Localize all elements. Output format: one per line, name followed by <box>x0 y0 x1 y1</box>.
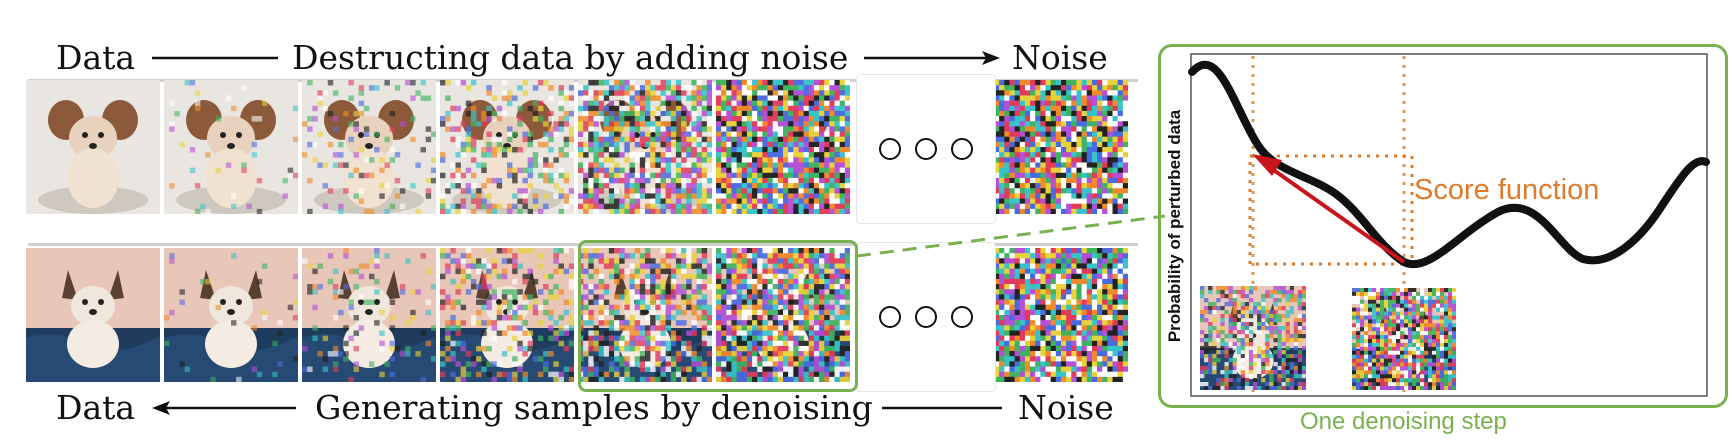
top-left-connector <box>152 56 278 60</box>
ellipsis-dot <box>951 306 973 328</box>
ellipsis-dot <box>879 306 901 328</box>
bottom-left-arrow <box>152 401 296 415</box>
top-noise-label: Noise <box>1012 38 1108 77</box>
bottom-row-frame-7 <box>994 248 1128 382</box>
top-data-label: Data <box>56 38 136 77</box>
bottom-noise-label: Noise <box>1018 388 1114 427</box>
zoom-panel <box>1158 44 1728 408</box>
top-row-frame-5 <box>578 80 712 214</box>
bottom-row-title: Generating samples by denoising <box>315 388 873 427</box>
plot-frame <box>1190 53 1708 397</box>
top-row-frame-1 <box>26 80 160 214</box>
bottom-ellipsis <box>856 242 996 392</box>
y-axis-label: Probability of perturbed data <box>1165 109 1184 343</box>
bottom-data-label: Data <box>56 388 136 427</box>
top-row-frame-7 <box>994 80 1128 214</box>
ellipsis-dot <box>879 138 901 160</box>
ellipsis-dot <box>951 138 973 160</box>
top-row-frame-4 <box>440 80 574 214</box>
zoom-caption: One denoising step <box>1300 408 1507 435</box>
score-region-box <box>1248 154 1414 266</box>
zoom-connector <box>856 214 1166 258</box>
bottom-row-frame-6 <box>716 248 850 382</box>
bottom-row-frame-1 <box>26 248 160 382</box>
score-arrow <box>1266 164 1406 264</box>
bottom-row-frame-3 <box>302 248 436 382</box>
zoom-thumb-noisier <box>1352 288 1456 390</box>
denoising-step-highlight <box>578 240 858 392</box>
zoom-thumb-cleaner <box>1200 286 1306 390</box>
density-plot <box>1188 53 1710 397</box>
ellipsis-dot <box>915 138 937 160</box>
top-row-title: Destructing data by adding noise <box>292 38 849 77</box>
top-right-arrow <box>864 51 1000 65</box>
bottom-row-frame-4 <box>440 248 574 382</box>
bottom-row-frame-2 <box>164 248 298 382</box>
score-function-label: Score function <box>1414 174 1600 206</box>
top-row-frame-2 <box>164 80 298 214</box>
ellipsis-dot <box>915 306 937 328</box>
top-row-frame-3 <box>302 80 436 214</box>
bottom-row-frame-5 <box>578 248 712 382</box>
bottom-right-connector <box>882 406 1002 410</box>
score-arrow-head <box>1252 154 1282 176</box>
top-ellipsis <box>856 74 996 224</box>
density-curve <box>1188 60 1710 268</box>
top-row-frame-6 <box>716 80 850 214</box>
